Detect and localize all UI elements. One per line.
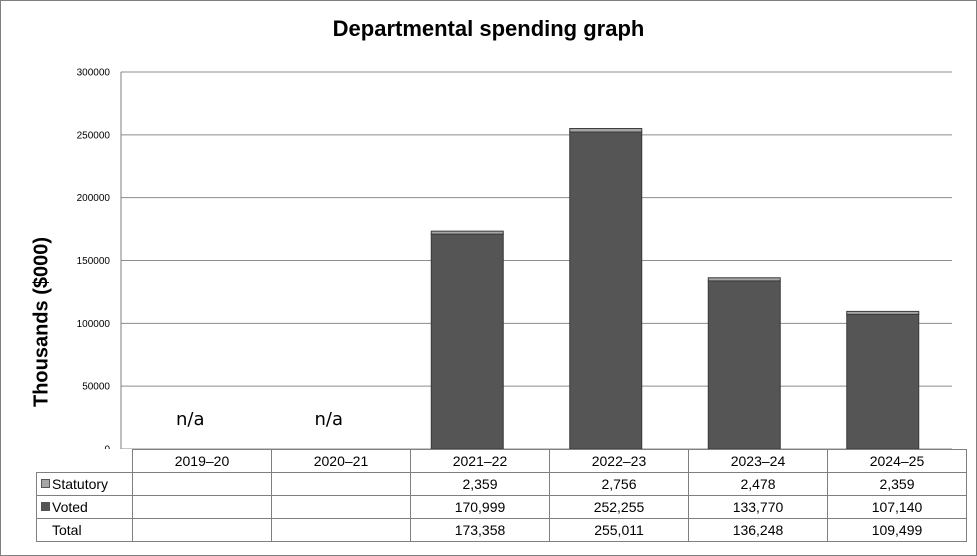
y-tick-label: 100000 (77, 319, 111, 330)
x-tick-label: 2020–21 (271, 449, 411, 473)
bar-statutory-2021–22 (430, 230, 504, 235)
x-tick-label: 2021–22 (410, 449, 550, 473)
total-label (271, 518, 411, 542)
y-tick-label: 50000 (82, 382, 110, 393)
data-label (271, 495, 411, 519)
x-tick-label: 2024–25 (827, 449, 967, 473)
table-header-row: 2019–20 2020–21 2021–22 2022–23 2023–24 2024–… (36, 449, 967, 473)
table-row-total: Total 173,358 255,011 136,248 109,499 (36, 518, 967, 542)
data-label: 252,255 (549, 495, 689, 519)
legend-entry-voted: Voted (36, 495, 133, 519)
y-tick-label: 150000 (77, 256, 111, 267)
na-label: n/a (314, 409, 343, 430)
bar-statutory-2024–25 (846, 310, 920, 315)
y-tick-label: 0 (104, 445, 110, 450)
legend-label: Statutory (52, 476, 109, 492)
bar-voted-2023–24 (707, 280, 781, 449)
chart-title: Departmental spending graph (332, 16, 645, 41)
bar-statutory-2023–24 (707, 277, 781, 282)
total-label (132, 518, 272, 542)
x-tick-label: 2022–23 (549, 449, 689, 473)
total-label: 255,011 (549, 518, 689, 542)
x-tick-label: 2023–24 (688, 449, 828, 473)
total-label: 136,248 (688, 518, 828, 542)
table-corner (36, 449, 133, 473)
data-label: 2,478 (688, 472, 828, 496)
bar-voted-2021–22 (430, 233, 504, 449)
y-tick-label: 300000 (77, 68, 111, 79)
legend-swatch (41, 502, 50, 511)
total-label: 173,358 (410, 518, 550, 542)
plot-area: 0 50000 100000 150000 200000 250000 300000 n/a n… (77, 68, 952, 450)
total-row-label: Total (36, 518, 133, 542)
y-tick-label: 250000 (77, 130, 111, 141)
data-label: 107,140 (827, 495, 967, 519)
bar-statutory-2022–23 (569, 128, 643, 133)
legend-label: Voted (52, 499, 88, 515)
na-label: n/a (176, 409, 205, 430)
legend-swatch (41, 479, 50, 488)
bar-voted-2022–23 (569, 131, 643, 449)
bar-voted-2024–25 (846, 313, 920, 449)
data-label (132, 495, 272, 519)
data-label: 2,359 (827, 472, 967, 496)
x-tick-label: 2019–20 (132, 449, 272, 473)
legend-entry-statutory: Statutory (36, 472, 133, 496)
total-label: 109,499 (827, 518, 967, 542)
data-label (271, 472, 411, 496)
data-table: 2019–20 2020–21 2021–22 2022–23 2023–24 2024–… (36, 449, 967, 542)
data-label: 2,756 (549, 472, 689, 496)
data-label (132, 472, 272, 496)
data-label: 2,359 (410, 472, 550, 496)
table-row: Statutory 2,359 2,756 2,478 2,359 (36, 472, 967, 496)
data-label: 170,999 (410, 495, 550, 519)
y-tick-label: 200000 (77, 193, 111, 204)
table-row: Voted 170,999 252,255 133,770 107,140 (36, 495, 967, 519)
data-label: 133,770 (688, 495, 828, 519)
